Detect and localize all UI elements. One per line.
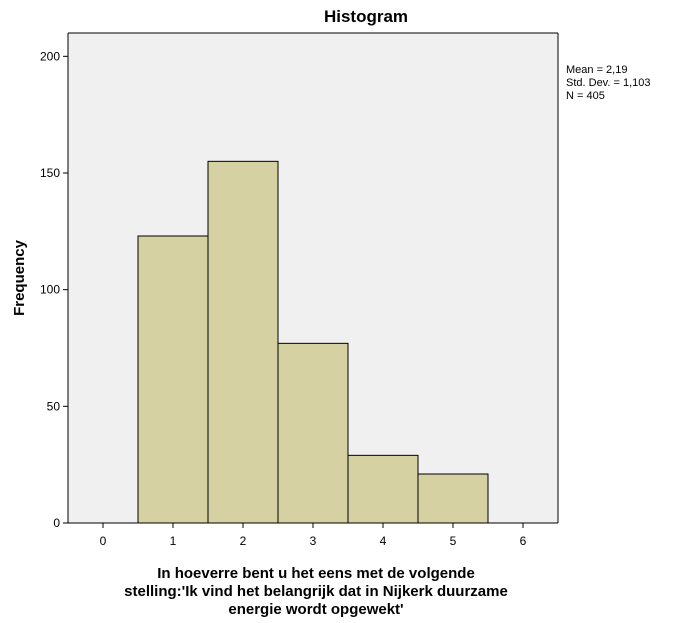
histogram-bar-1 [137, 235, 209, 524]
histogram-bar-2 [207, 160, 279, 524]
y-tick-label-150: 150 [40, 166, 60, 180]
y-tick-label-50: 50 [47, 399, 61, 413]
bars-group [137, 160, 489, 524]
x-axis-label-line-2: stelling:'Ik vind het belangrijk dat in … [124, 583, 508, 600]
histogram-bar-5 [417, 473, 489, 524]
chart-title: Histogram [324, 7, 408, 26]
x-axis-ticks: 0 1 2 3 4 5 6 [100, 523, 527, 548]
x-tick-label-0: 0 [100, 534, 107, 548]
x-tick-label-5: 5 [450, 534, 457, 548]
x-axis-label-line-3: energie wordt opgewekt' [228, 601, 403, 618]
stats-mean: Mean = 2,19 [566, 64, 627, 76]
x-tick-label-3: 3 [310, 534, 317, 548]
x-tick-label-6: 6 [520, 534, 527, 548]
y-tick-label-100: 100 [40, 283, 60, 297]
histogram-bar-3 [277, 342, 349, 524]
histogram-bar-4 [347, 454, 419, 524]
stats-n: N = 405 [566, 90, 605, 102]
y-axis-ticks: 0 50 100 150 200 [40, 49, 68, 530]
x-tick-label-4: 4 [380, 534, 387, 548]
x-axis-label-line-1: In hoeverre bent u het eens met de volge… [157, 565, 475, 582]
y-axis-label: Frequency [11, 239, 28, 316]
y-tick-label-0: 0 [53, 516, 60, 530]
y-tick-label-200: 200 [40, 49, 60, 63]
stats-std-dev: Std. Dev. = 1,103 [566, 77, 651, 89]
x-tick-label-1: 1 [170, 534, 177, 548]
x-tick-label-2: 2 [240, 534, 247, 548]
